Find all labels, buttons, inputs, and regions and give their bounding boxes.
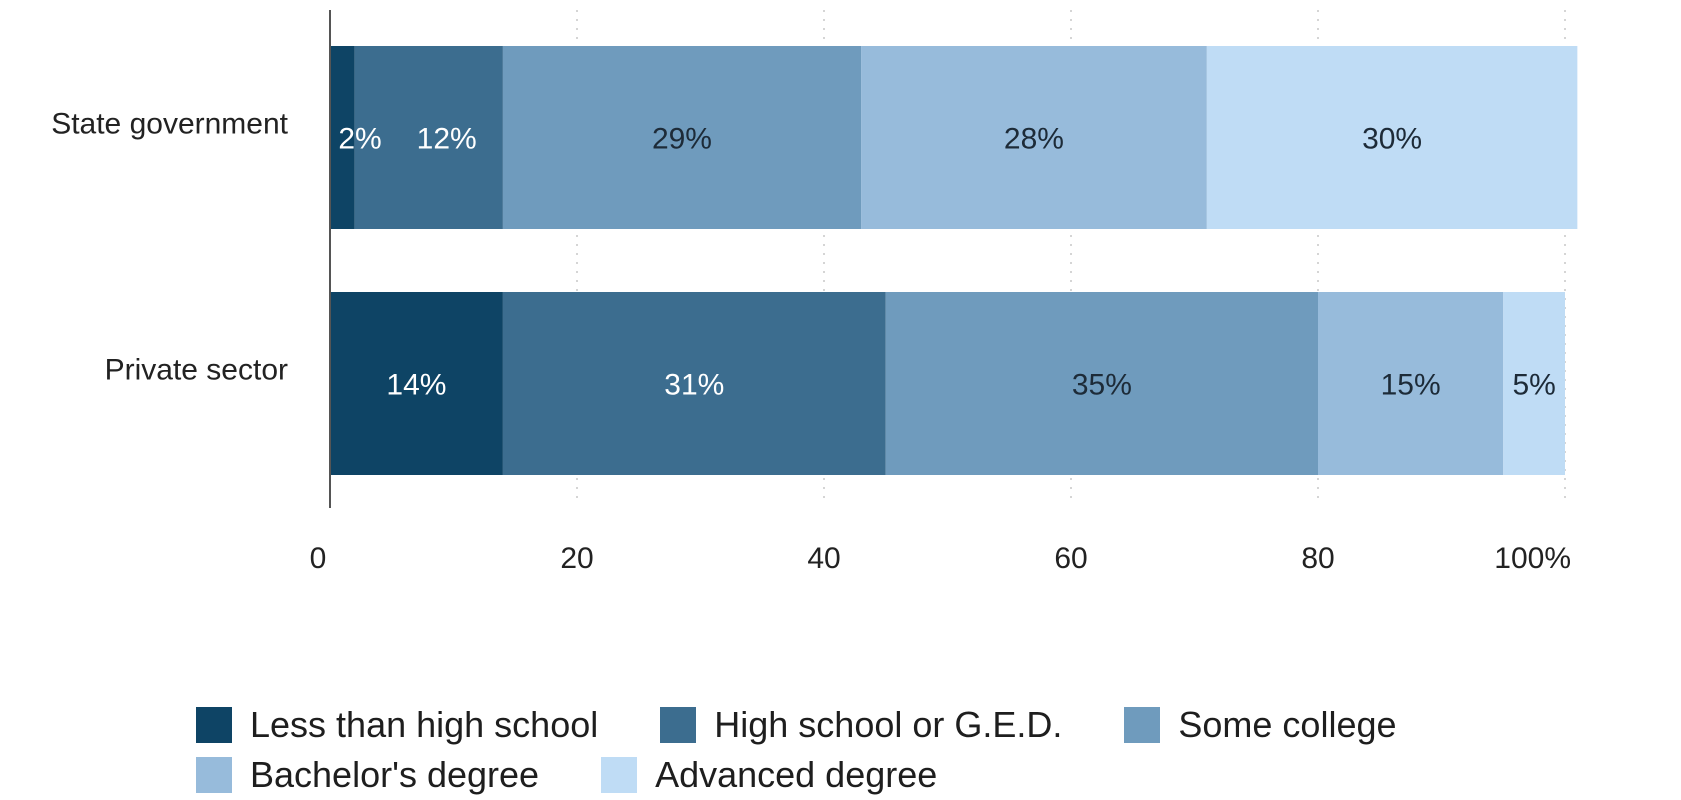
legend-label: Bachelor's degree [250,754,540,795]
x-tick-label: 100% [1494,542,1571,575]
legend-swatch [196,707,232,743]
bar-data-label: 14% [386,369,446,402]
bar-data-label: 30% [1362,123,1422,156]
legend-swatch [601,757,638,793]
bars: 2% 12% 29% 28% 30% 14% 31% 35% 15% 5% [330,46,1578,475]
category-label: Private sector [105,354,288,387]
legend-label: Some college [1178,704,1397,745]
legend-label: High school or G.E.D. [714,704,1063,745]
legend-swatch [660,707,697,743]
bar-segment [885,292,1318,475]
bar-segment [354,46,503,229]
legend-swatch [196,757,232,793]
legend-item: Advanced degree [601,750,937,800]
stacked-bar-chart: 2% 12% 29% 28% 30% 14% 31% 35% 15% 5% State gover… [51,10,1578,575]
bar-segment [502,292,886,475]
legend-label: Advanced degree [655,754,938,795]
legend-swatch [1124,707,1161,743]
bar-data-label: 5% [1512,369,1555,402]
bar-segment [1318,292,1504,475]
bar-data-label: 31% [664,369,724,402]
bar-data-label: 2% [338,123,381,156]
x-tick-label: 0 [310,542,327,575]
legend-row: Less than high school High school or G.E.… [196,700,1656,750]
bar-data-label: 12% [417,123,477,156]
bar-segment [1503,292,1565,475]
x-tick-label: 40 [807,542,840,575]
x-tick-label: 60 [1054,542,1087,575]
bar-segment [330,46,355,229]
category-label: State government [51,108,288,141]
x-tick-label: 80 [1301,542,1334,575]
bar-data-label: 29% [652,123,712,156]
legend-item: Some college [1124,700,1397,750]
legend-item: Less than high school [196,700,598,750]
bar-data-label: 15% [1381,369,1441,402]
bar-segment [502,46,862,229]
x-tick-label: 20 [560,542,593,575]
x-tick-labels: 0 20 40 60 80 100% [310,542,1571,575]
bar-segment [861,46,1207,229]
legend-item: Bachelor's degree [196,750,539,800]
legend-item: High school or G.E.D. [660,700,1062,750]
bar-data-label: 28% [1004,123,1064,156]
legend: Less than high school High school or G.E.… [196,700,1656,800]
legend-label: Less than high school [250,704,599,745]
bar-data-label: 35% [1072,369,1132,402]
category-labels: State government Private sector [51,108,288,387]
legend-row: Bachelor's degree Advanced degree [196,750,1656,800]
bar-segment [1206,46,1578,229]
bar-segment [330,292,503,475]
